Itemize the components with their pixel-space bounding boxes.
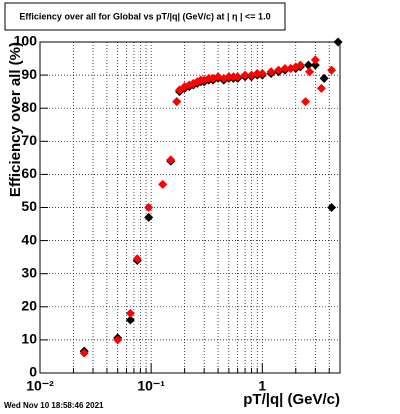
marker — [310, 60, 320, 70]
marker — [310, 55, 320, 65]
x-tick-label: 10⁻¹ — [137, 378, 165, 394]
marker — [301, 97, 311, 107]
marker — [240, 70, 250, 80]
marker — [319, 73, 329, 83]
marker — [280, 63, 290, 73]
marker — [252, 68, 262, 78]
x-tick-label: 10⁻² — [26, 378, 54, 394]
marker — [132, 254, 142, 264]
y-tick-label: 100 — [14, 33, 38, 49]
x-axis-label: pT/|q| (GeV/c) — [243, 391, 340, 408]
marker — [144, 203, 154, 212]
marker — [172, 97, 182, 107]
y-tick-label: 20 — [21, 298, 37, 314]
marker — [274, 65, 284, 75]
footer-date: Wed Nov 10 18:58:46 2021 — [4, 401, 104, 410]
marker — [233, 72, 243, 82]
y-tick-label: 80 — [21, 99, 37, 115]
marker — [266, 67, 276, 77]
y-tick-label: 90 — [21, 66, 37, 82]
chart-title: Efficiency over all for Global vs pT/|q|… — [19, 11, 270, 21]
marker — [125, 315, 135, 325]
y-tick-label: 0 — [29, 364, 37, 380]
marker — [333, 37, 343, 47]
marker — [305, 67, 315, 77]
marker — [257, 68, 267, 78]
marker — [79, 348, 89, 358]
x-tick-label: 1 — [258, 378, 266, 394]
marker — [291, 62, 301, 72]
marker — [303, 60, 313, 70]
marker — [295, 60, 305, 70]
y-tick-label: 50 — [21, 198, 37, 214]
marker — [113, 335, 123, 345]
plot-frame — [39, 41, 341, 374]
y-tick-label: 30 — [21, 264, 37, 280]
y-tick-label: 60 — [21, 165, 37, 181]
marker — [224, 72, 234, 82]
marker — [125, 308, 135, 318]
marker — [166, 155, 176, 165]
y-axis-label: Efficiency over all (%) — [7, 42, 24, 197]
y-tick-label: 40 — [21, 231, 37, 247]
y-tick-label: 70 — [21, 132, 37, 148]
marker — [327, 203, 337, 212]
marker — [327, 65, 337, 75]
marker — [144, 212, 154, 222]
marker — [158, 179, 168, 189]
title-box — [4, 2, 286, 31]
marker — [316, 83, 326, 93]
y-tick-label: 10 — [21, 331, 37, 347]
